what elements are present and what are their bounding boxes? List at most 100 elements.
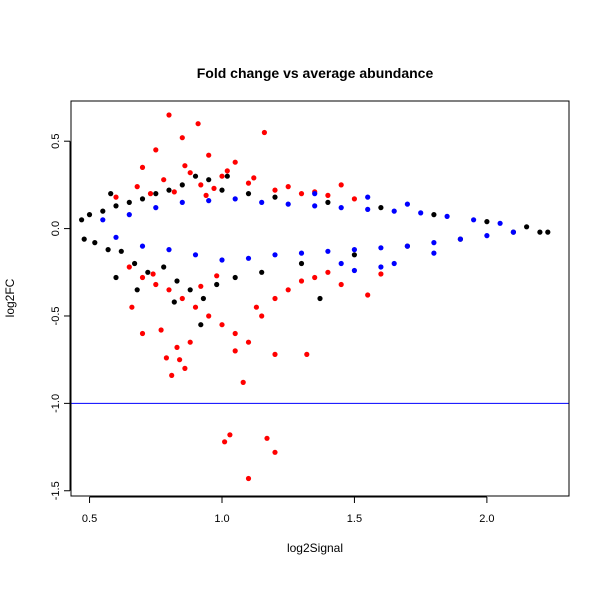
red-point	[240, 379, 246, 385]
red-point	[153, 147, 159, 153]
red-point	[198, 283, 204, 289]
black-point	[545, 229, 551, 235]
x-tick-label: 0.5	[82, 513, 97, 525]
red-point	[219, 322, 225, 328]
blue-point	[139, 243, 146, 249]
blue-point	[126, 212, 132, 218]
red-point	[232, 159, 238, 165]
blue-point	[272, 252, 278, 258]
black-point	[200, 295, 206, 302]
black-point	[245, 191, 252, 197]
red-point	[285, 287, 291, 293]
black-point	[537, 229, 543, 235]
blue-point	[312, 203, 318, 209]
x-tick-label: 2.0	[479, 513, 494, 525]
black-point	[86, 212, 93, 218]
black-point	[317, 295, 323, 302]
y-axis-label: log2FC	[3, 278, 17, 317]
red-point	[134, 184, 140, 190]
red-point	[147, 191, 154, 197]
red-point	[139, 164, 146, 170]
black-point	[171, 299, 177, 305]
black-point	[378, 205, 384, 211]
red-point	[153, 281, 159, 288]
black-point	[79, 217, 85, 223]
red-point	[224, 168, 230, 174]
red-point	[365, 292, 371, 298]
red-point	[378, 271, 384, 277]
blue-point	[457, 236, 463, 242]
red-point	[325, 269, 331, 275]
blue-point	[378, 264, 384, 270]
blue-point	[510, 229, 516, 235]
black-point	[105, 247, 111, 253]
blue-point	[179, 199, 185, 205]
red-point	[203, 192, 209, 198]
red-point	[169, 372, 175, 378]
red-point	[251, 175, 257, 181]
blue-series	[100, 191, 516, 274]
red-point	[232, 348, 238, 354]
black-point	[232, 274, 238, 281]
red-point	[227, 432, 233, 438]
blue-point	[497, 220, 503, 226]
red-point	[195, 121, 201, 127]
black-point	[100, 208, 106, 214]
red-point	[304, 351, 310, 357]
y-tick-label: -1.5	[50, 481, 62, 500]
chart-title: Fold change vs average abundance	[197, 65, 434, 81]
blue-point	[325, 248, 331, 254]
blue-point	[391, 260, 397, 267]
red-point	[158, 327, 164, 333]
black-point	[81, 236, 87, 242]
black-point	[153, 191, 159, 197]
red-point	[285, 184, 291, 190]
black-point	[139, 196, 146, 202]
red-point	[192, 304, 199, 310]
black-point	[484, 219, 490, 225]
red-point	[272, 449, 278, 455]
red-point	[261, 129, 267, 136]
red-point	[139, 274, 146, 281]
blue-point	[338, 260, 344, 267]
blue-point	[431, 250, 437, 256]
black-point	[298, 260, 305, 267]
black-point	[134, 287, 140, 293]
red-point	[206, 313, 212, 319]
red-point	[139, 330, 146, 337]
blue-point	[378, 245, 384, 251]
blue-point	[259, 199, 265, 205]
x-tick-label: 1.5	[347, 513, 362, 525]
blue-point	[404, 201, 410, 207]
blue-point	[298, 250, 305, 256]
blue-point	[365, 194, 371, 200]
red-point	[211, 185, 217, 191]
blue-point	[484, 233, 490, 239]
black-point	[206, 177, 212, 183]
black-point	[126, 199, 132, 205]
red-point	[161, 177, 167, 183]
x-tick-label: 1.0	[214, 513, 229, 525]
red-point	[214, 273, 220, 279]
red-point	[150, 271, 156, 277]
red-point	[351, 196, 357, 202]
red-point	[298, 191, 305, 197]
black-point	[132, 260, 138, 267]
blue-point	[100, 217, 106, 223]
red-point	[166, 287, 172, 293]
x-axis-label: log2Signal	[287, 541, 343, 555]
black-point	[192, 173, 199, 179]
blue-point	[431, 240, 437, 246]
black-point	[351, 252, 357, 258]
blue-point	[166, 247, 172, 253]
red-point	[245, 180, 252, 186]
black-point	[198, 322, 204, 328]
red-point	[245, 339, 252, 345]
blue-point	[338, 205, 344, 211]
black-point	[108, 191, 114, 197]
red-point	[177, 357, 183, 363]
black-point	[325, 199, 331, 205]
black-point	[187, 287, 193, 293]
red-point	[259, 313, 265, 319]
